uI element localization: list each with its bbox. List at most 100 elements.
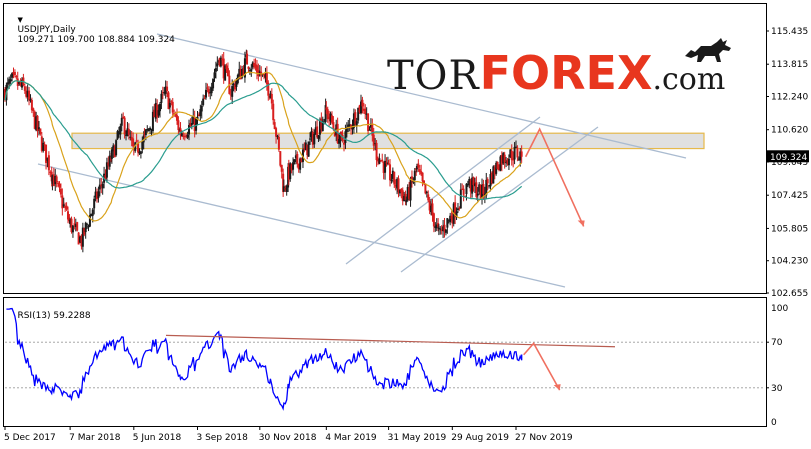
candle-body <box>203 98 206 100</box>
candle-body <box>343 142 346 145</box>
candle-body <box>79 236 82 243</box>
candle-body <box>214 68 217 72</box>
candle-body <box>225 65 228 70</box>
candle-body <box>246 53 249 65</box>
candle-body <box>375 142 378 161</box>
candle-body <box>119 126 122 135</box>
candle-body <box>65 205 68 210</box>
candle-body <box>486 179 489 184</box>
candle-body <box>499 156 502 171</box>
candle-body <box>105 162 108 178</box>
candle-body <box>182 135 185 137</box>
rsi-series <box>5 307 765 411</box>
time-label: 5 Dec 2017 <box>4 433 56 443</box>
candle-body <box>279 151 282 166</box>
candle-body <box>517 158 520 160</box>
candle-body <box>229 94 232 96</box>
candle-body <box>440 229 443 231</box>
candle-body <box>116 131 119 140</box>
candle-body <box>362 108 365 111</box>
candle-body <box>478 184 481 192</box>
candle-body <box>421 172 424 182</box>
candle-body <box>466 184 469 186</box>
candle-body <box>432 213 435 227</box>
candle-body <box>439 228 442 230</box>
candle-body <box>425 191 428 194</box>
candle-body <box>69 219 72 224</box>
rsi-trendline <box>165 334 616 348</box>
current-price-tag <box>767 150 809 163</box>
candle-body <box>193 116 196 131</box>
candle-body <box>8 79 11 84</box>
candle-body <box>212 78 215 89</box>
candle-body <box>318 120 321 135</box>
candle-body <box>364 108 367 115</box>
candle-body <box>36 115 39 131</box>
candle-body <box>471 177 474 194</box>
candle-body <box>51 175 54 184</box>
candle-body <box>276 135 279 137</box>
candle-body <box>248 70 251 72</box>
candle-body <box>189 123 192 127</box>
candle-body <box>241 69 244 78</box>
rsi-header: RSI(13) 59.2288 <box>6 301 90 331</box>
candle-body <box>476 193 479 196</box>
forecast-arrows <box>524 127 585 227</box>
candle-body <box>503 154 506 163</box>
candle-body <box>387 163 390 165</box>
candle-body <box>396 178 399 189</box>
candle-body <box>163 92 166 94</box>
candle-body <box>284 187 287 190</box>
candle-body <box>361 99 364 107</box>
candle-body <box>502 153 505 164</box>
candle-body <box>489 174 492 187</box>
candle-body <box>469 180 472 192</box>
rsi-panel-border <box>3 297 767 427</box>
candle-body <box>4 89 6 101</box>
candle-body <box>410 176 413 182</box>
candle-body <box>164 86 167 94</box>
candle-body <box>12 72 15 75</box>
candle-body <box>391 170 394 179</box>
candle-body <box>115 140 118 156</box>
candle-body <box>454 202 457 217</box>
candle-body <box>323 119 326 121</box>
candle-body <box>358 105 361 113</box>
candle-body <box>18 81 21 84</box>
candle-body <box>326 109 329 120</box>
torforex-logo: TORFOREX.com <box>387 46 725 100</box>
candle-body <box>313 133 316 145</box>
candle-body <box>52 174 55 186</box>
candle-body <box>83 228 86 235</box>
candle-body <box>365 113 368 115</box>
candle-body <box>58 183 61 188</box>
candle-body <box>321 121 324 131</box>
candle-body <box>144 129 147 136</box>
candle-body <box>186 134 189 138</box>
candle-body <box>287 164 290 181</box>
candle-body <box>137 143 140 153</box>
candle-body <box>446 218 449 228</box>
candle-body <box>512 158 515 161</box>
candle-body <box>368 129 371 131</box>
candle-body <box>345 127 348 133</box>
candle-body <box>177 120 180 130</box>
candle-body <box>16 78 19 86</box>
candle-body <box>515 146 517 148</box>
candle-body <box>293 159 296 163</box>
candle-body <box>495 162 498 174</box>
candle-body <box>143 133 146 135</box>
candle-body <box>138 151 141 154</box>
dropdown-triangle-icon[interactable]: ▼ <box>17 16 23 24</box>
candle-body <box>275 128 278 137</box>
candle-body <box>126 128 129 137</box>
candle-body <box>253 63 256 67</box>
ma-slow-line <box>4 80 523 201</box>
candle-body <box>465 183 468 195</box>
candle-body <box>398 190 401 194</box>
price-label: 107.425 <box>771 191 808 201</box>
candle-body <box>175 115 178 121</box>
candle-body <box>400 188 403 193</box>
